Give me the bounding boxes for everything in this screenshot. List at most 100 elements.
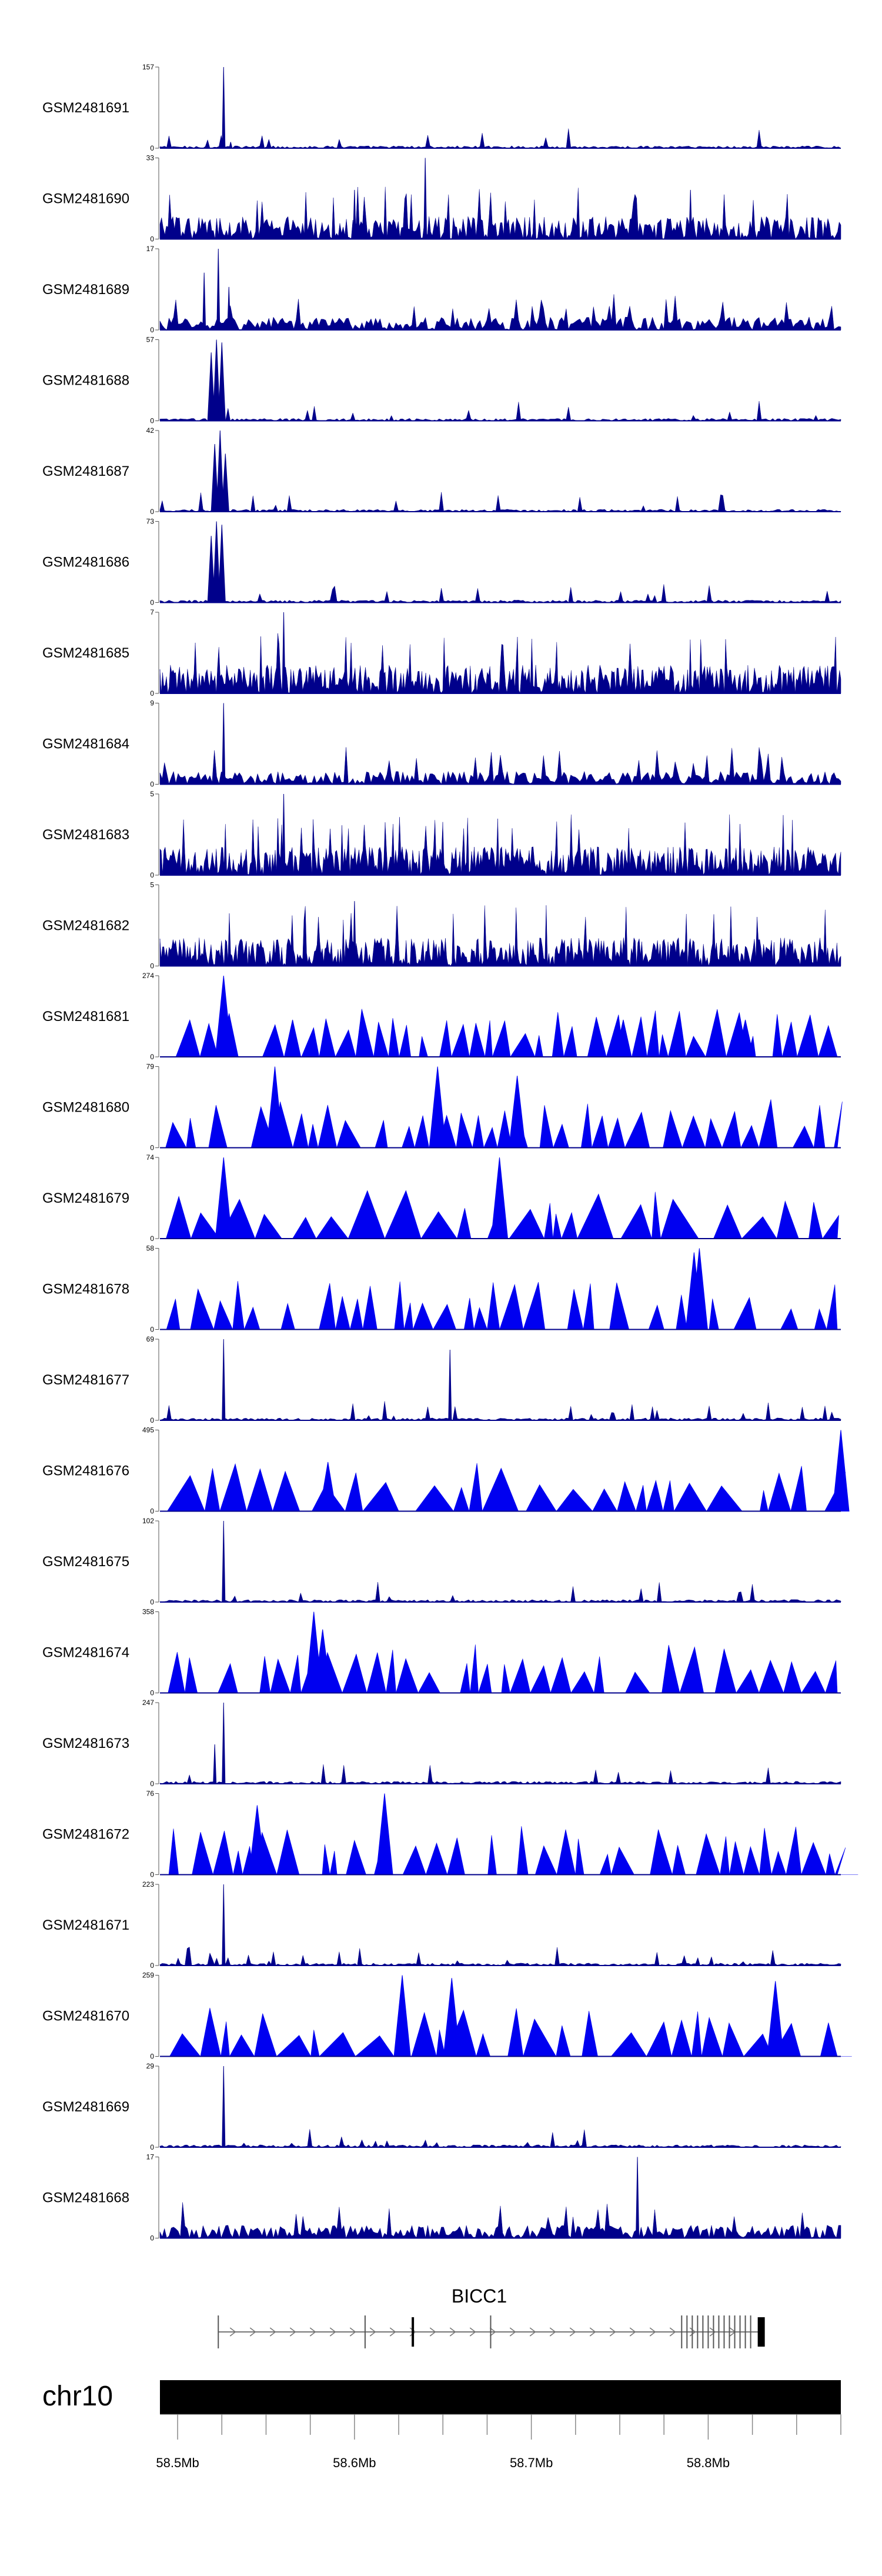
- coverage-area: [159, 1339, 841, 1421]
- y-max-label: 17: [146, 2153, 155, 2161]
- track-GSM2481681: GSM2481681 274 0: [42, 972, 841, 1061]
- peak-1: [283, 1019, 302, 1057]
- track-label: GSM2481684: [42, 736, 129, 752]
- peak-0: [216, 248, 220, 331]
- peak-1: [218, 342, 226, 421]
- coverage-triangles: [168, 1644, 838, 1694]
- coverage-area: [159, 1884, 841, 1966]
- track-GSM2481668: GSM2481668 17 0: [42, 2153, 841, 2243]
- strand-arrow-icon: [269, 2327, 276, 2337]
- track-GSM2481683: GSM2481683 5 0: [42, 790, 841, 879]
- track-label: GSM2481678: [42, 1282, 129, 1297]
- strand-arrow-icon: [569, 2327, 576, 2337]
- peak-0: [376, 1793, 393, 1875]
- strand-arrow-icon: [649, 2327, 656, 2337]
- peak-0: [282, 793, 286, 876]
- coverage-area: [159, 1702, 841, 1784]
- coverage-signal: [159, 747, 841, 785]
- y-min-label: 0: [150, 2053, 154, 2061]
- coverage-area: [169, 1975, 852, 2057]
- coverage-area: [159, 158, 841, 240]
- strand-arrow-icon: [309, 2327, 316, 2337]
- track-GSM2481672: GSM2481672 76 0: [42, 1790, 858, 1879]
- coverage-area: [159, 66, 841, 149]
- y-max-label: 73: [146, 518, 155, 526]
- track-GSM2481685: GSM2481685 7 0: [42, 608, 841, 698]
- peak-2: [221, 453, 229, 512]
- coverage-signal: [159, 584, 841, 603]
- y-max-label: 29: [146, 2062, 155, 2070]
- track-label: GSM2481679: [42, 1190, 129, 1206]
- strand-arrow-icon: [489, 2327, 496, 2337]
- strand-arrow-icon: [389, 2327, 396, 2337]
- track-GSM2481690: GSM2481690 33 0: [42, 154, 841, 243]
- y-min-label: 0: [150, 2143, 154, 2151]
- track-label: GSM2481685: [42, 645, 129, 661]
- track-label: GSM2481674: [42, 1645, 129, 1661]
- y-min-label: 0: [150, 689, 154, 698]
- y-min-label: 0: [150, 1780, 154, 1788]
- peak-0: [222, 1339, 226, 1421]
- coverage-area: [159, 703, 841, 785]
- strand-arrow-icon: [229, 2327, 236, 2337]
- coverage-signal: [159, 128, 841, 149]
- y-max-label: 102: [142, 1517, 154, 1525]
- coverage-signal: [159, 1401, 841, 1421]
- track-label: GSM2481687: [42, 463, 129, 479]
- peak-1: [490, 1157, 509, 1239]
- y-min-label: 0: [150, 1689, 154, 1697]
- strand-arrow-icon: [709, 2327, 716, 2337]
- coverage-tracks: GSM2481691 157 0 GSM2481690 33 0 GSM2481689 17 0…: [42, 63, 858, 2243]
- track-label: GSM2481671: [42, 1917, 129, 1933]
- peak-2: [227, 286, 231, 331]
- coverage-signal: [159, 2129, 841, 2148]
- track-GSM2481677: GSM2481677 69 0: [42, 1335, 841, 1424]
- coverage-triangles: [175, 1009, 838, 1058]
- track-label: GSM2481689: [42, 282, 129, 298]
- track-GSM2481671: GSM2481671 223 0: [42, 1880, 841, 1970]
- y-max-label: 247: [142, 1699, 154, 1707]
- coverage-area: [159, 901, 841, 966]
- track-GSM2481684: GSM2481684 9 0: [42, 699, 841, 789]
- y-min-label: 0: [150, 1507, 154, 1516]
- chromosome-ideogram: chr10: [42, 2380, 841, 2414]
- y-max-label: 358: [142, 1608, 154, 1616]
- coverage-area: [159, 1520, 841, 1603]
- strand-arrow-icon: [589, 2327, 596, 2337]
- strand-arrow-icon: [289, 2327, 296, 2337]
- y-min-label: 0: [150, 326, 154, 334]
- chromosome-label: chr10: [42, 2381, 113, 2412]
- coverage-triangles: [165, 1099, 843, 1149]
- coverage-area: [159, 430, 841, 512]
- y-min-label: 0: [150, 144, 154, 152]
- track-label: GSM2481673: [42, 1736, 129, 1751]
- peak-0: [222, 2066, 226, 2148]
- track-GSM2481669: GSM2481669 29 0: [42, 2062, 841, 2151]
- y-min-label: 0: [150, 235, 154, 243]
- peak-0: [636, 2157, 640, 2238]
- track-label: GSM2481683: [42, 827, 129, 843]
- coverage-area: [159, 793, 841, 876]
- coverage-signal: [159, 492, 841, 512]
- gene-track: BICC1: [218, 2285, 765, 2348]
- peak-0: [222, 1520, 226, 1603]
- coverage-area: [165, 1066, 843, 1149]
- peak-1: [319, 1461, 337, 1511]
- y-max-label: 33: [146, 154, 155, 162]
- strand-arrow-icon: [349, 2327, 356, 2337]
- y-min-label: 0: [150, 417, 154, 425]
- coverage-signal: [159, 633, 841, 694]
- strand-arrow-icon: [689, 2327, 696, 2337]
- track-GSM2481675: GSM2481675 102 0: [42, 1517, 841, 1606]
- y-min-label: 0: [150, 508, 154, 516]
- y-max-label: 42: [146, 426, 155, 435]
- track-label: GSM2481675: [42, 1554, 129, 1570]
- axis-tick-label: 58.5Mb: [156, 2455, 199, 2470]
- track-label: GSM2481668: [42, 2190, 129, 2206]
- peak-0: [222, 1884, 226, 1966]
- y-min-label: 0: [150, 1144, 154, 1152]
- strand-arrow-icon: [549, 2327, 556, 2337]
- strand-arrow-icon: [429, 2327, 436, 2337]
- track-GSM2481691: GSM2481691 157 0: [42, 63, 841, 152]
